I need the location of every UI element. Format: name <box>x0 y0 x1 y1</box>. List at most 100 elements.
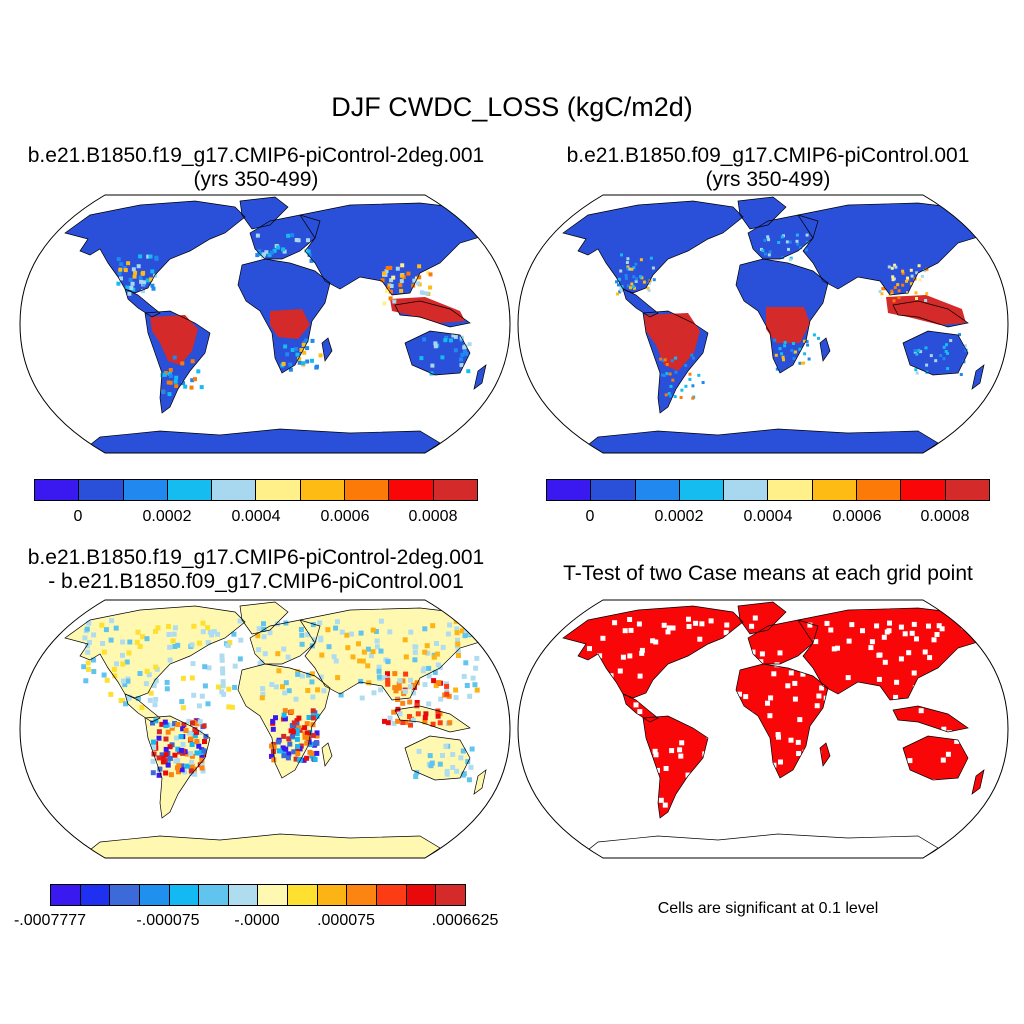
grid-cell <box>121 678 126 684</box>
grid-cell <box>137 643 143 649</box>
grid-cell <box>624 276 628 280</box>
grid-cell <box>456 653 461 658</box>
grid-cell <box>172 721 178 726</box>
grid-cell <box>918 278 922 282</box>
grid-cell <box>813 639 819 645</box>
grid-cell <box>816 750 822 756</box>
coastline-indonesia <box>394 300 471 328</box>
grid-cell <box>909 282 913 286</box>
grid-cell <box>131 267 136 272</box>
grid-cell <box>467 693 473 699</box>
grid-cell <box>318 674 324 680</box>
grid-cell <box>812 333 816 337</box>
grid-cell <box>331 654 337 660</box>
grid-cell <box>189 742 195 747</box>
grid-cell <box>422 649 428 655</box>
map-content <box>64 196 491 453</box>
grid-cell <box>119 276 123 281</box>
grid-cell <box>646 286 650 290</box>
grid-cell <box>153 718 159 724</box>
grid-cell <box>594 777 600 783</box>
grid-cell <box>663 766 669 771</box>
grid-cell <box>785 616 791 621</box>
grid-cell <box>897 790 903 795</box>
grid-cell <box>196 640 202 646</box>
grid-cell <box>800 671 806 677</box>
grid-cell <box>261 621 266 627</box>
grid-cell <box>948 663 954 669</box>
grid-cell <box>304 248 308 253</box>
colorbar-swatch <box>257 885 288 905</box>
grid-cell <box>175 642 181 648</box>
grid-cell <box>190 661 196 667</box>
grid-cell <box>414 680 420 686</box>
grid-cell <box>426 665 432 671</box>
grid-cell <box>795 239 799 243</box>
grid-cell <box>312 756 318 762</box>
panel4-title: T-Test of two Case means at each grid po… <box>512 562 1024 586</box>
grid-cell <box>721 653 727 659</box>
grid-cell <box>344 632 350 638</box>
grid-cell <box>624 274 628 277</box>
grid-cell <box>828 803 833 808</box>
grid-cell <box>123 268 128 273</box>
grid-cell <box>615 761 621 767</box>
grid-cell <box>587 646 592 652</box>
grid-cell <box>403 671 409 677</box>
grid-cell <box>161 390 166 395</box>
grid-cell <box>163 770 169 776</box>
grid-cell <box>462 349 467 354</box>
grid-cell <box>633 702 639 708</box>
grid-cell <box>202 683 208 689</box>
grid-cell <box>915 271 919 275</box>
grid-cell <box>896 701 902 707</box>
grid-cell <box>804 773 810 779</box>
grid-cell <box>188 751 194 756</box>
grid-cell <box>780 352 784 356</box>
colorbar-tick-label: 0 <box>585 508 595 525</box>
grid-cell <box>385 671 390 677</box>
grid-cell <box>151 739 156 745</box>
grid-cell <box>295 671 301 677</box>
grid-cell <box>444 683 450 689</box>
grid-cell <box>823 764 829 770</box>
grid-cell <box>176 763 182 769</box>
grid-cell <box>586 758 592 764</box>
grid-cell <box>790 348 794 352</box>
grid-cell <box>120 661 126 667</box>
coastline-madagascar <box>321 337 333 362</box>
grid-cell <box>660 373 664 377</box>
figure-title: DJF CWDC_LOSS (kgC/m2d) <box>331 92 693 122</box>
grid-cell <box>460 748 466 754</box>
grid-cell <box>876 652 882 658</box>
grid-cell <box>130 281 135 286</box>
grid-cell <box>289 723 295 728</box>
grid-cell <box>594 781 600 787</box>
grid-cell <box>846 638 852 644</box>
grid-cell <box>922 728 928 734</box>
grid-cell <box>841 751 846 757</box>
grid-cell <box>261 254 265 259</box>
grid-cell <box>114 661 119 667</box>
grid-cell <box>883 701 889 707</box>
grid-cell <box>335 619 340 625</box>
grid-cell <box>426 673 432 679</box>
grid-cell <box>282 249 287 254</box>
coastline-northAmerica <box>64 605 246 699</box>
grid-cell <box>396 681 402 687</box>
grid-cell <box>679 740 685 746</box>
grid-cell <box>189 763 195 769</box>
grid-cell <box>199 693 205 699</box>
grid-cell <box>304 740 310 746</box>
land-australia <box>903 736 968 780</box>
grid-cell <box>798 347 802 351</box>
grid-cell <box>408 677 413 683</box>
grid-cell <box>108 691 114 697</box>
grid-cell <box>188 736 194 742</box>
grid-cell <box>168 772 174 778</box>
grid-cell <box>255 253 260 258</box>
grid-cell <box>825 734 831 740</box>
coastline-newZealand <box>473 769 487 795</box>
grid-cell <box>755 792 761 798</box>
grid-cell <box>162 372 167 377</box>
